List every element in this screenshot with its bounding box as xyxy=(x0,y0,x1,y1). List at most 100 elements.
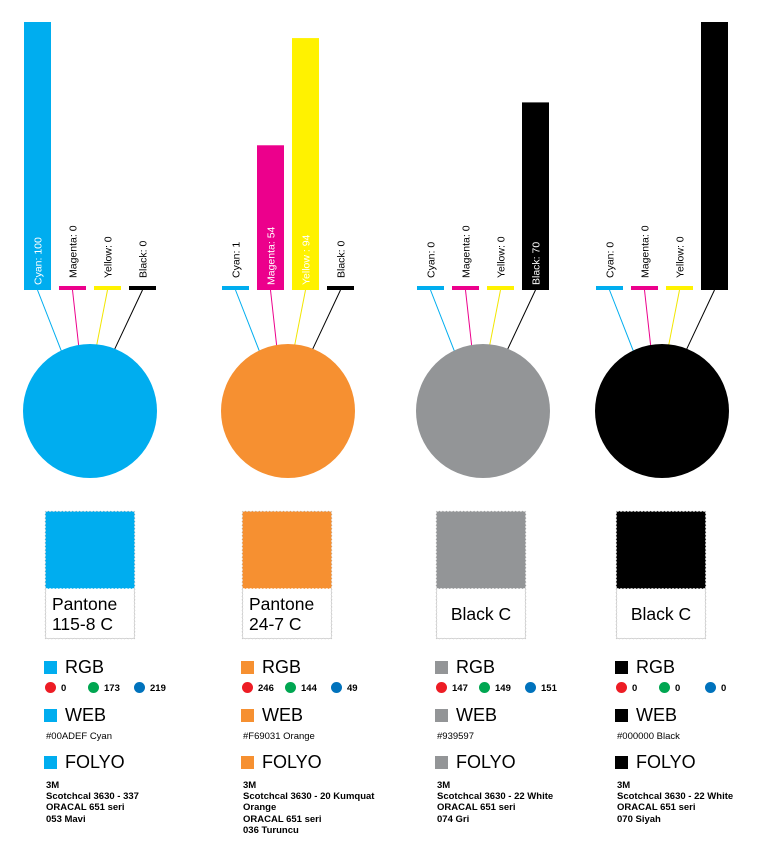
color-square-icon xyxy=(241,756,254,769)
folyo-title: FOLYO xyxy=(65,752,125,772)
rgb-heading: RGB xyxy=(615,657,675,677)
connector-line-black xyxy=(505,289,536,353)
stamp-group xyxy=(615,510,707,640)
bar-yellow xyxy=(292,38,319,290)
rgb-title: RGB xyxy=(456,657,496,677)
bar-label-black: Black: 0 xyxy=(336,240,348,278)
red-value: 0 xyxy=(61,683,67,694)
blue-value: 219 xyxy=(150,683,166,694)
rgb-title: RGB xyxy=(262,657,302,677)
pantone-line: Black C xyxy=(630,604,692,624)
color-square-icon xyxy=(435,709,448,722)
connector-line-yellow xyxy=(293,289,306,349)
connector-line-magenta xyxy=(644,289,652,349)
folyo-title: FOLYO xyxy=(636,752,696,772)
bar-label-yellow: Yellow: 0 xyxy=(496,236,508,278)
folyo-line: 3M xyxy=(46,780,60,791)
green-dot-icon xyxy=(285,682,296,693)
connector-line-cyan xyxy=(609,289,635,353)
color-swatch-circle xyxy=(416,344,550,478)
bar-yellow xyxy=(487,286,514,290)
folyo-line: ORACAL 651 seri xyxy=(617,802,696,814)
red-dot-icon xyxy=(45,682,56,693)
rgb-values: 0 0 0 xyxy=(615,682,765,696)
bar-label-yellow: Yellow: 0 xyxy=(103,236,115,278)
color-square-icon xyxy=(44,709,57,722)
rgb-heading: RGB xyxy=(435,657,495,677)
connector-line-magenta xyxy=(72,289,80,349)
color-card-gray: Black C RGB 147 149 151 WEB #939597 FOLY… xyxy=(435,500,610,866)
color-square-icon xyxy=(241,709,254,722)
connector-line-magenta xyxy=(270,289,278,349)
color-swatch-circle xyxy=(595,344,729,478)
folyo-line: 053 Mavi xyxy=(46,813,86,825)
blue-dot-icon xyxy=(705,682,716,693)
bar-label-black: Black: 0 xyxy=(138,240,150,278)
web-title: WEB xyxy=(262,705,304,725)
web-color-code: #F69031 Orange xyxy=(243,731,315,742)
bar-label-magenta: Magenta: 0 xyxy=(640,225,652,278)
pantone-line: Black C xyxy=(450,604,512,624)
bar-black xyxy=(522,102,549,291)
folyo-line: 3M xyxy=(617,780,631,791)
bar-label-cyan: Cyan: 100 xyxy=(33,237,45,285)
connector-line-cyan xyxy=(235,289,261,353)
rgb-values: 147 149 151 xyxy=(435,682,610,696)
web-title: WEB xyxy=(636,705,678,725)
stamp-color-fill xyxy=(45,511,135,589)
pantone-name: Pantone 115-8 C xyxy=(52,594,132,634)
pantone-name: Black C xyxy=(615,604,707,624)
bar-black xyxy=(701,22,728,290)
pantone-line: 115-8 C xyxy=(52,614,113,634)
color-square-icon xyxy=(241,661,254,674)
bar-black xyxy=(129,286,156,290)
rgb-values: 0 173 219 xyxy=(44,682,219,696)
folyo-line: Scotchcal 3630 - 22 White xyxy=(617,791,734,803)
folyo-line: 036 Turuncu xyxy=(243,824,299,836)
bar-label-yellow: Yellow : 94 xyxy=(301,234,313,285)
folyo-line: 3M xyxy=(243,780,257,791)
bar-label-cyan: Cyan: 0 xyxy=(426,242,438,278)
blue-value: 49 xyxy=(347,683,358,694)
bar-label-magenta: Magenta: 0 xyxy=(461,225,473,278)
web-heading: WEB xyxy=(44,705,106,725)
folyo-line: 074 Gri xyxy=(437,813,470,825)
folyo-heading: FOLYO xyxy=(435,752,516,772)
pantone-line: Pantone xyxy=(52,594,118,614)
web-heading: WEB xyxy=(435,705,497,725)
connector-line-black xyxy=(684,289,715,353)
connector-line-black xyxy=(310,289,341,353)
web-heading: WEB xyxy=(615,705,677,725)
bar-magenta xyxy=(59,286,86,290)
rgb-title: RGB xyxy=(65,657,105,677)
rgb-title: RGB xyxy=(636,657,676,677)
green-dot-icon xyxy=(479,682,490,693)
bar-label-magenta: Magenta: 54 xyxy=(266,226,278,285)
web-title: WEB xyxy=(456,705,498,725)
bar-cyan xyxy=(222,286,249,290)
pantone-stamp: Pantone 115-8 C xyxy=(44,510,136,640)
color-square-icon xyxy=(615,661,628,674)
bar-cyan xyxy=(596,286,623,290)
green-value: 149 xyxy=(495,683,511,694)
red-value: 147 xyxy=(452,683,468,694)
connector-line-yellow xyxy=(488,289,501,349)
connector-line-black xyxy=(112,289,143,353)
red-value: 0 xyxy=(632,683,638,694)
folyo-line: Orange xyxy=(243,802,277,814)
folyo-line: ORACAL 651 seri xyxy=(243,813,322,825)
connector-line-cyan xyxy=(430,289,456,353)
green-value: 173 xyxy=(104,683,120,694)
pantone-name: Black C xyxy=(435,604,527,624)
folyo-heading: FOLYO xyxy=(241,752,322,772)
folyo-line: 3M xyxy=(437,780,451,791)
folyo-details: 3M Scotchcal 3630 - 22 White ORACAL 651 … xyxy=(617,780,733,825)
bar-label-black: Black: 70 xyxy=(531,242,543,285)
bar-magenta xyxy=(631,286,658,290)
color-square-icon xyxy=(435,661,448,674)
blue-value: 0 xyxy=(721,683,727,694)
folyo-details: 3M Scotchcal 3630 - 22 White ORACAL 651 … xyxy=(437,780,553,825)
pantone-line: Pantone xyxy=(249,594,315,614)
green-dot-icon xyxy=(88,682,99,693)
green-value: 0 xyxy=(675,683,681,694)
